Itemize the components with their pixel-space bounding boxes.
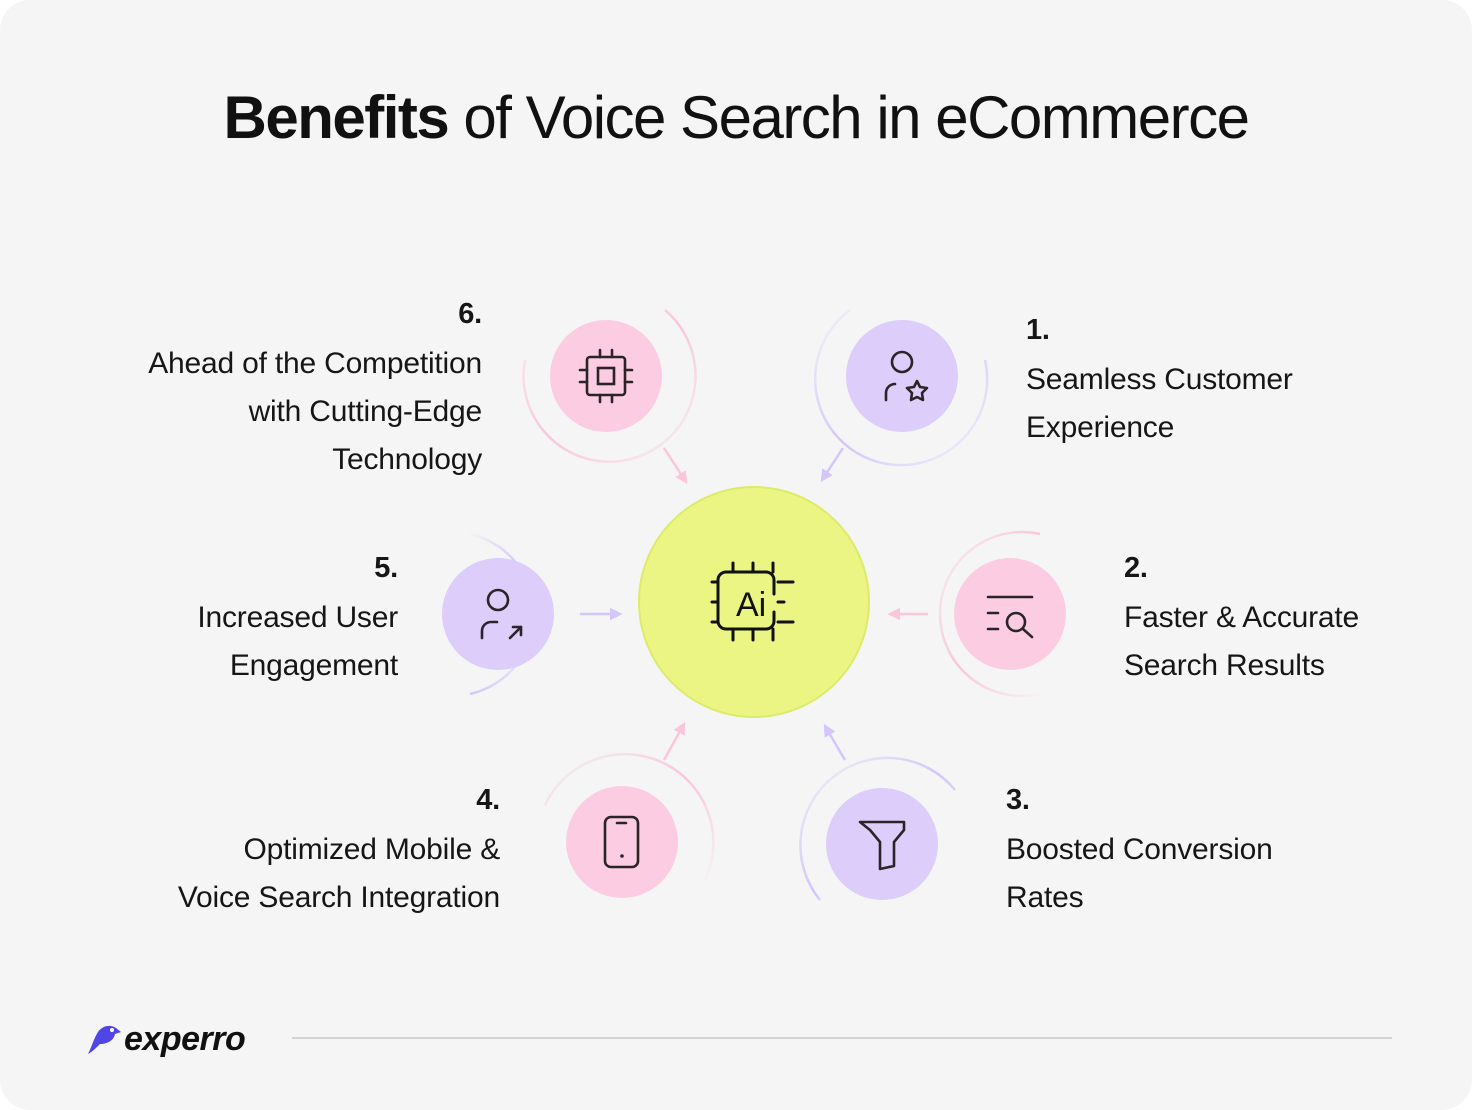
smartphone-icon [603,815,640,869]
benefit-label-4: 4. Optimized Mobile & Voice Search Integ… [178,780,500,922]
user-growth-icon [480,588,523,640]
benefit-number: 1. [1026,314,1050,346]
benefit-number: 2. [1124,552,1148,584]
benefit-text-line: Ahead of the Competition [148,347,482,380]
benefit-number: 5. [374,552,398,584]
benefit-number: 6. [458,298,482,330]
brand-logo: experro [86,1014,246,1064]
footer-divider [292,1037,1392,1039]
benefit-text-line: Seamless Customer [1026,363,1293,396]
brand-name: experro [124,1019,246,1058]
benefit-node-6 [522,309,697,485]
benefit-node-1 [813,308,989,483]
title-rest: of Voice Search in eCommerce [448,84,1250,151]
benefit-label-3: 3. Boosted Conversion Rates [1006,780,1273,922]
benefit-text-line: Search Results [1124,649,1325,682]
benefit-label-6: 6. Ahead of the Competition with Cutting… [148,294,482,484]
title-bold: Benefits [223,84,450,151]
benefit-node-2 [887,530,1066,698]
benefit-text-line: Experience [1026,411,1175,444]
benefit-node-3 [799,723,956,901]
bird-logo-icon [88,1025,121,1054]
center-node: Ai [638,486,870,718]
ai-chip-icon [710,561,795,642]
ai-text: Ai [736,586,766,624]
benefit-text-line: Faster & Accurate [1124,601,1360,634]
benefit-text-line: Voice Search Integration [177,881,500,914]
benefit-text-line: with Cutting-Edge [248,395,483,428]
benefit-number: 4. [476,784,500,816]
benefit-label-1: 1. Seamless Customer Experience [1026,310,1293,452]
benefit-node-5 [442,532,623,696]
benefit-node-4 [543,721,715,898]
funnel-icon [858,820,906,871]
benefit-label-2: 2. Faster & Accurate Search Results [1124,548,1359,690]
cpu-chip-icon [578,348,634,404]
page-title: Benefits of Voice Search in eCommerce [0,78,1472,158]
benefit-text-line: Engagement [229,649,398,682]
benefit-text-line: Increased User [197,601,398,634]
benefit-text-line: Optimized Mobile & [243,833,501,866]
benefit-text-line: Technology [332,443,482,476]
benefit-label-5: 5. Increased User Engagement [197,548,398,690]
benefit-text-line: Rates [1006,881,1084,914]
user-star-icon [884,350,929,402]
benefit-number: 3. [1006,784,1030,816]
search-list-icon [986,595,1034,639]
benefit-text-line: Boosted Conversion [1006,833,1273,866]
